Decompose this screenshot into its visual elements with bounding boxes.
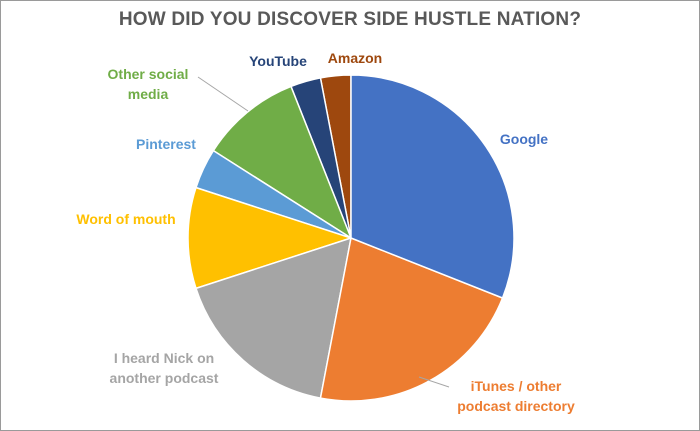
slice-label: Google xyxy=(499,131,549,147)
slice-label: YouTube xyxy=(249,53,307,69)
leader-line xyxy=(197,76,249,112)
pie-slice xyxy=(350,74,515,299)
chart-title: HOW DID YOU DISCOVER SIDE HUSTLE NATION? xyxy=(118,9,582,30)
slice-label: Amazon xyxy=(327,50,383,66)
pie-slice xyxy=(212,85,353,240)
slice-label: Pinterest xyxy=(136,136,196,152)
slice-label: I heard Nick on another podcast xyxy=(109,350,219,386)
leader-line xyxy=(418,376,450,388)
pie-slice xyxy=(195,236,352,399)
pie-slice xyxy=(187,186,354,290)
slice-label: iTunes / other podcast directory xyxy=(457,378,575,414)
slice-label: Other social media xyxy=(107,66,189,102)
slice-label: Word of mouth xyxy=(76,211,176,227)
